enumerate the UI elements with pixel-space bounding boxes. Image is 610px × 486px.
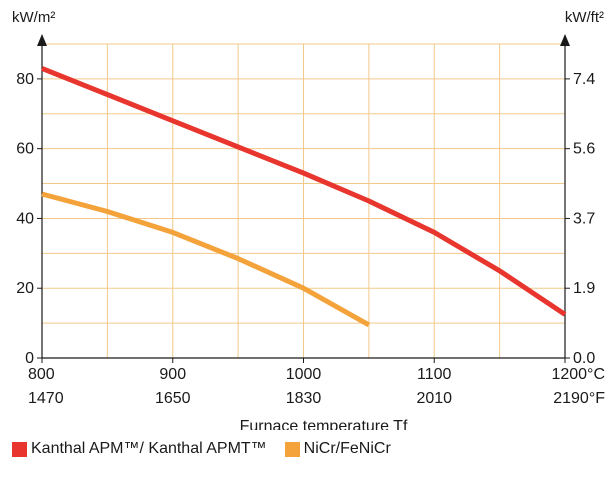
y-right-tick-label: 7.4 [573,71,595,88]
x-tick-label-celsius: 1000 [286,366,322,383]
chart: kW/m² kW/ft² 0 20 40 60 80 0.0 1.9 3.7 5.6 7.4 800 90… [12,9,605,430]
x-tick-label-fahrenheit: 1830 [286,390,322,407]
tick-labels: kW/m² kW/ft² 0 20 40 60 80 0.0 1.9 3.7 5.6 7.4 800 90… [12,9,605,430]
y-left-tick-label: 0 [25,350,34,367]
series-lines [41,66,567,328]
y-left-unit-label: kW/m² [12,9,55,26]
series-line-kanthal [41,66,567,317]
axes [37,34,570,363]
y-left-tick-label: 40 [16,210,34,227]
x-tick-label-celsius: 900 [159,366,186,383]
legend-label-nicr: NiCr/FeNiCr [303,440,391,457]
legend: Kanthal APM™/ Kanthal APMT™ NiCr/FeNiCr [12,440,409,458]
x-axis-title: Furnace temperature Tf [240,418,408,430]
legend-item-kanthal: Kanthal APM™/ Kanthal APMT™ [12,440,267,458]
y-right-tick-label: 1.9 [573,280,595,297]
x-tick-label-celsius: 1100 [417,366,452,383]
legend-label-kanthal: Kanthal APM™/ Kanthal APMT™ [31,440,267,457]
y-axis-right-arrow [560,34,570,46]
y-right-unit-label: kW/ft² [565,9,604,26]
x-tick-label-celsius: 800 [28,366,55,383]
x-tick-label-fahrenheit: 2190°F [553,390,605,407]
y-axis-left-arrow [37,34,47,46]
x-tick-label-fahrenheit: 2010 [416,390,452,407]
x-tick-label-fahrenheit: 1650 [155,390,191,407]
legend-item-nicr: NiCr/FeNiCr [284,440,391,458]
x-tick-label-fahrenheit: 1470 [28,390,64,407]
grid-lines [42,43,565,358]
y-left-tick-label: 60 [16,141,34,158]
y-right-tick-label: 0.0 [573,350,595,367]
y-left-tick-label: 80 [16,71,34,88]
legend-swatch-kanthal [12,441,27,457]
x-tick-label-celsius: 1200°C [551,366,605,383]
y-right-tick-label: 5.6 [573,141,595,158]
y-left-tick-label: 20 [16,280,34,297]
series-line-nicr [41,191,371,328]
y-right-tick-label: 3.7 [573,210,595,227]
legend-swatch-nicr [284,441,300,457]
